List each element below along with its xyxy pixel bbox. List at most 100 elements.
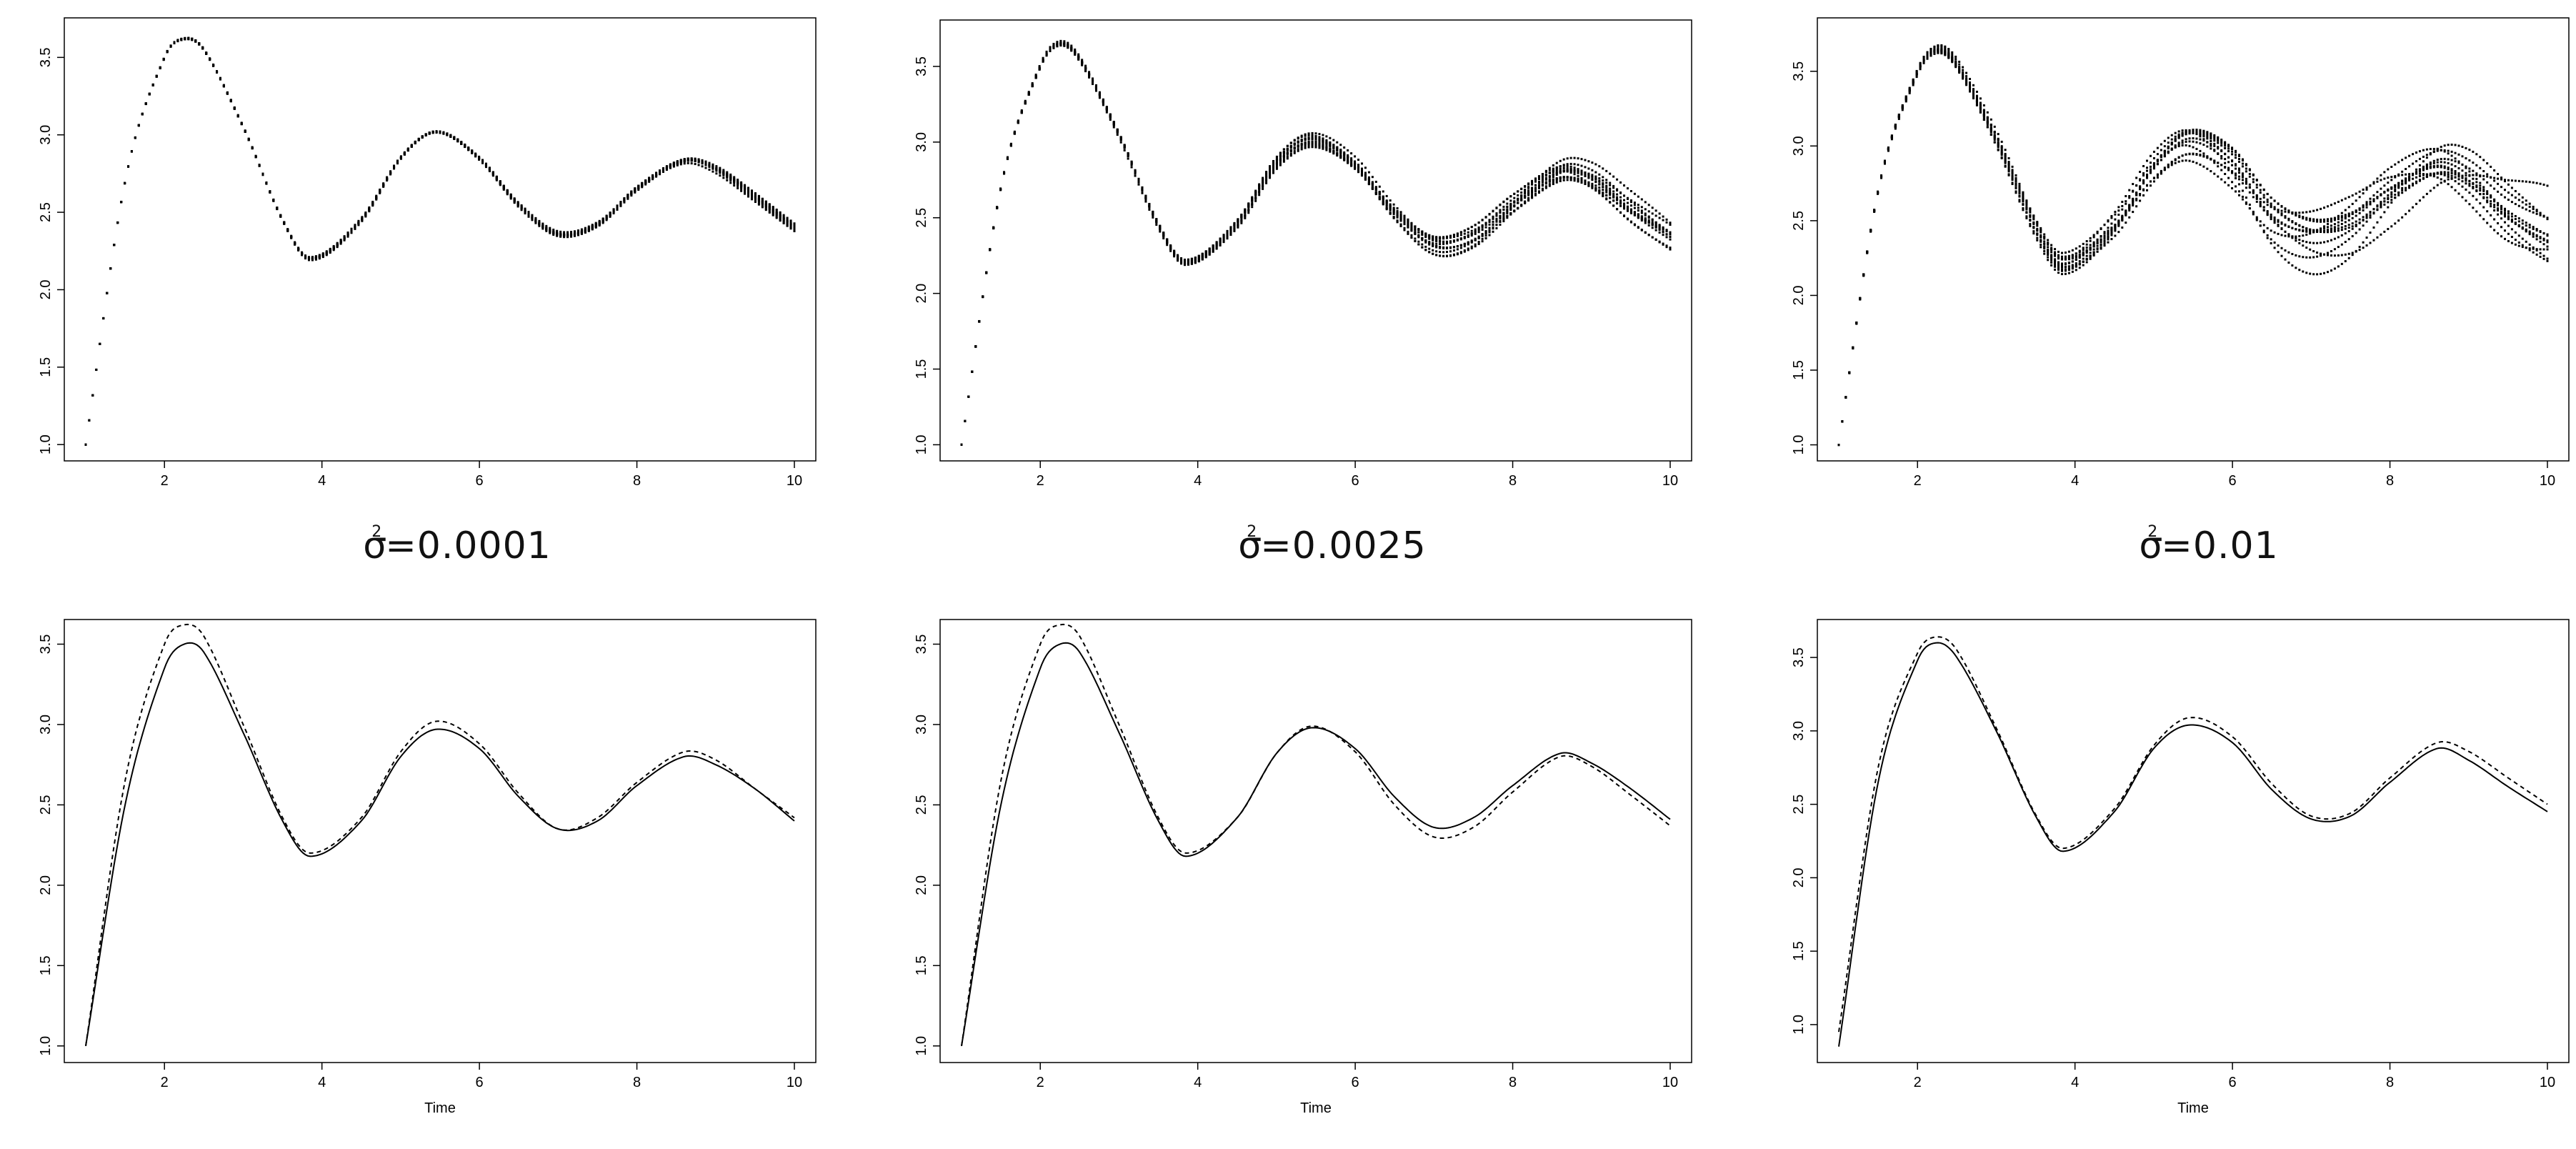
- data-point: [1662, 215, 1664, 218]
- data-point: [2071, 249, 2074, 252]
- data-point: [1424, 245, 1427, 248]
- data-point: [1598, 189, 1601, 192]
- data-point: [1414, 225, 1417, 228]
- data-point: [761, 201, 764, 204]
- data-point: [1474, 239, 1477, 242]
- data-point: [1077, 58, 1080, 61]
- data-point: [1240, 219, 1243, 222]
- data-point: [722, 176, 725, 179]
- data-point: [1385, 204, 1388, 207]
- data-point: [1109, 116, 1112, 119]
- data-point: [1396, 207, 1399, 210]
- data-point: [488, 168, 491, 171]
- data-point: [989, 249, 992, 252]
- data-point: [1506, 202, 1509, 205]
- data-point: [587, 225, 590, 228]
- data-point: [1336, 146, 1339, 149]
- data-point: [1644, 212, 1647, 215]
- data-point: [541, 226, 544, 229]
- data-point: [471, 149, 474, 152]
- data-point: [1155, 219, 1158, 222]
- data-point: [1343, 146, 1346, 149]
- data-point: [1537, 180, 1540, 183]
- data-point: [1662, 230, 1664, 233]
- data-point: [1208, 249, 1211, 252]
- data-point: [1484, 230, 1487, 233]
- data-point: [1492, 217, 1494, 220]
- x-tick-label: 6: [2229, 473, 2237, 489]
- data-point: [1580, 164, 1583, 167]
- data-point: [1640, 218, 1643, 221]
- x-tick-label: 8: [633, 473, 641, 489]
- data-point: [1141, 192, 1144, 194]
- data-point: [520, 204, 523, 207]
- data-point: [644, 181, 647, 184]
- data-point: [1045, 53, 1048, 56]
- data-point: [1492, 217, 1494, 219]
- data-point: [389, 171, 392, 174]
- data-point: [1562, 169, 1565, 172]
- data-point: [1481, 237, 1484, 240]
- data-point: [1098, 95, 1101, 98]
- data-point: [1410, 226, 1413, 229]
- data-point: [1275, 160, 1278, 163]
- data-point: [2139, 179, 2142, 181]
- data-point: [1623, 214, 1626, 217]
- data-point: [1329, 136, 1332, 139]
- data-point: [251, 146, 254, 149]
- data-point: [1382, 195, 1384, 198]
- data-point: [793, 222, 796, 225]
- data-point: [1637, 204, 1639, 207]
- data-point: [1332, 151, 1335, 154]
- data-point: [676, 161, 679, 164]
- data-point: [1488, 212, 1491, 215]
- data-point: [1385, 199, 1388, 202]
- data-point: [1605, 197, 1608, 200]
- data-point: [1605, 191, 1608, 194]
- data-point: [1637, 227, 1639, 229]
- data-point: [775, 212, 778, 215]
- data-point: [662, 170, 664, 173]
- data-point: [659, 170, 662, 173]
- data-point: [634, 191, 636, 194]
- data-point: [2078, 245, 2081, 248]
- data-point: [1449, 246, 1452, 249]
- data-point: [1006, 157, 1009, 160]
- data-point: [1357, 164, 1360, 166]
- data-point: [1339, 154, 1342, 157]
- data-point: [1102, 99, 1104, 102]
- data-point: [1665, 246, 1668, 249]
- data-point: [1520, 188, 1523, 191]
- data-point: [1374, 191, 1377, 194]
- data-point: [1541, 181, 1544, 184]
- data-point: [609, 212, 611, 214]
- data-point: [1254, 199, 1257, 202]
- data-point: [1626, 207, 1629, 209]
- data-point: [1399, 217, 1402, 220]
- data-point: [1092, 79, 1094, 82]
- data-point: [1219, 237, 1222, 240]
- data-point: [1177, 257, 1179, 260]
- data-point: [1552, 178, 1554, 181]
- data-point: [729, 175, 732, 178]
- data-point: [1534, 190, 1537, 193]
- data-point: [566, 231, 569, 234]
- data-point: [1584, 171, 1587, 174]
- data-point: [1481, 240, 1484, 243]
- data-point: [1484, 237, 1487, 240]
- data-point: [1339, 152, 1342, 155]
- data-point: [1159, 226, 1162, 229]
- data-point: [1972, 89, 1975, 92]
- data-point: [1463, 236, 1466, 239]
- data-point: [1336, 141, 1339, 144]
- data-point: [626, 197, 629, 200]
- data-point: [754, 192, 757, 195]
- data-point: [1439, 251, 1442, 254]
- data-point: [616, 207, 619, 209]
- data-point: [464, 144, 466, 147]
- data-point: [616, 208, 619, 211]
- data-point: [1609, 201, 1612, 204]
- data-point: [1410, 222, 1413, 225]
- data-point: [91, 394, 94, 397]
- data-point: [1513, 192, 1516, 195]
